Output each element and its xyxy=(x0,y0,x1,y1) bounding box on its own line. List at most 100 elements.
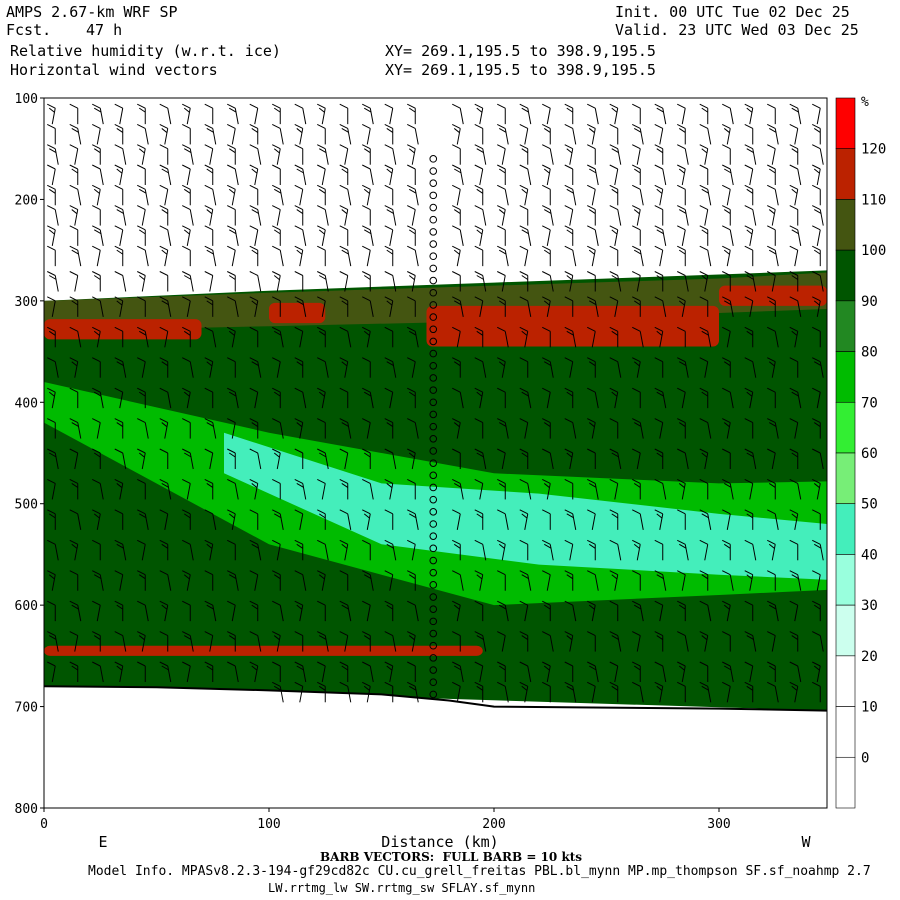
wind-barb xyxy=(384,600,394,622)
wind-barb xyxy=(767,225,776,246)
calm-circle xyxy=(429,508,438,516)
wind-barb xyxy=(767,296,776,317)
wind-barb xyxy=(137,600,149,622)
wind-barb xyxy=(317,184,326,206)
calm-circle xyxy=(429,374,438,382)
wind-barb xyxy=(677,661,686,683)
wind-barb xyxy=(69,539,79,561)
wind-barb xyxy=(699,271,709,292)
calm-circle xyxy=(429,593,438,601)
wind-barb xyxy=(47,661,56,683)
wind-barb xyxy=(654,357,664,378)
colorbar-box xyxy=(835,249,856,302)
wind-barb xyxy=(407,418,419,439)
wind-barb xyxy=(362,326,371,348)
wind-barb xyxy=(542,184,551,206)
wind-barb xyxy=(722,144,731,165)
wind-barb xyxy=(182,205,194,226)
wind-barb xyxy=(204,570,214,591)
calm-circle xyxy=(429,581,438,589)
wind-barb xyxy=(587,478,599,500)
wind-barb xyxy=(47,205,59,226)
wind-barb xyxy=(92,205,101,226)
wind-barb xyxy=(204,296,214,317)
wind-barb xyxy=(249,418,259,439)
wind-barb xyxy=(587,600,596,622)
wind-barb xyxy=(294,164,307,186)
wind-barb xyxy=(564,418,577,439)
wind-barb xyxy=(92,661,104,683)
wind-barb xyxy=(362,245,371,267)
wind-barb xyxy=(47,326,56,348)
wind-barb xyxy=(789,418,799,439)
wind-barb xyxy=(114,103,124,125)
wind-barb xyxy=(789,357,799,378)
wind-barb xyxy=(339,164,349,185)
wind-barb xyxy=(654,418,664,439)
wind-barb xyxy=(272,271,281,292)
wind-barb xyxy=(564,539,574,561)
wind-barb xyxy=(632,326,644,348)
wind-barb xyxy=(767,387,776,409)
wind-barb xyxy=(497,271,506,292)
wind-barb xyxy=(677,631,689,652)
colorbar-label: 60 xyxy=(861,446,878,462)
terrain-line xyxy=(43,685,828,712)
wind-barb xyxy=(69,164,79,185)
x-tick-label: 300 xyxy=(707,817,730,832)
wind-barb xyxy=(272,225,281,246)
x-tick-label: 0 xyxy=(40,817,48,832)
colorbar-label: 30 xyxy=(861,598,878,614)
below-ground-mask xyxy=(44,686,827,808)
calm-circle xyxy=(429,641,438,650)
wind-barb xyxy=(519,144,529,165)
wind-barb xyxy=(744,509,754,530)
wind-barb xyxy=(249,225,259,246)
wind-barb xyxy=(699,509,712,530)
wind-barb xyxy=(632,357,641,378)
wind-barb xyxy=(519,387,532,409)
wind-barb xyxy=(339,271,349,292)
wind-barb xyxy=(632,681,644,703)
wind-barb xyxy=(789,205,799,226)
wind-barb xyxy=(137,357,146,378)
wind-barb xyxy=(609,357,622,378)
wind-barb xyxy=(249,448,262,470)
wind-barb xyxy=(182,478,191,500)
wind-barb xyxy=(542,539,554,561)
wind-barb xyxy=(227,387,239,409)
wind-barb xyxy=(317,271,329,292)
wind-barb xyxy=(294,245,304,267)
wind-barb xyxy=(339,661,349,682)
wind-barb xyxy=(204,205,214,226)
wind-barb xyxy=(654,478,667,500)
wind-barb xyxy=(317,144,329,165)
wind-barb xyxy=(137,245,149,267)
wind-barb xyxy=(159,225,172,246)
wind-barb xyxy=(317,357,329,378)
wind-barb xyxy=(609,144,622,165)
wind-barb xyxy=(497,418,509,439)
wind-barb xyxy=(564,631,574,652)
wind-barb xyxy=(69,225,79,246)
wind-barb xyxy=(744,164,754,186)
wind-barb xyxy=(272,184,284,206)
wind-barb xyxy=(249,357,262,378)
wind-barb xyxy=(384,661,394,683)
wind-barb xyxy=(654,448,664,469)
wind-barb xyxy=(339,144,349,165)
wind-barb xyxy=(722,681,731,703)
wind-barb xyxy=(407,205,416,226)
wind-barb xyxy=(632,539,641,561)
wind-barb xyxy=(69,357,79,378)
wind-barb xyxy=(384,448,397,470)
wind-barb xyxy=(204,184,217,206)
calm-circle xyxy=(429,276,438,285)
wind-barb xyxy=(137,418,149,439)
wind-barb xyxy=(654,103,667,125)
wind-barb xyxy=(317,296,326,317)
wind-barb xyxy=(182,184,191,206)
wind-barb xyxy=(137,184,149,206)
wind-barb xyxy=(69,184,82,206)
wind-barb xyxy=(317,245,326,267)
